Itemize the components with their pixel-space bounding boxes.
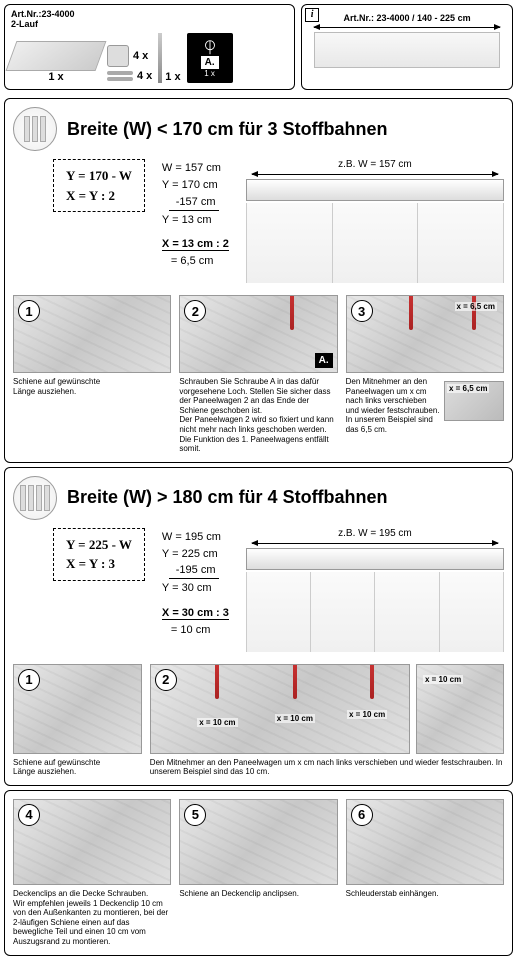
step-num-2b: 2 — [155, 669, 177, 691]
step-3: 3 x = 6,5 cm Den Mitnehmer an den Paneel… — [346, 295, 504, 454]
example-calc-2: W = 195 cm Y = 225 cm -195 cm Y = 30 cm … — [157, 528, 234, 640]
section1-title: Breite (W) < 170 cm für 3 Stoffbahnen — [67, 119, 388, 140]
step4-img: 4 — [13, 799, 171, 885]
info-icon: i — [305, 8, 319, 22]
step-1: 1 Schiene auf gewünschte Länge ausziehen… — [13, 295, 171, 454]
annot-10-d: x = 10 cm — [423, 675, 463, 684]
spec-box: i Art.Nr.: 23-4000 / 140 - 225 cm — [301, 4, 513, 90]
ex-minus: -157 cm — [169, 195, 219, 211]
panels-4-icon — [13, 476, 57, 520]
qty-screw: 4 x — [137, 70, 152, 82]
formula2-x: X = Y : 3 — [66, 554, 132, 574]
step2b-img: 2 x = 10 cm x = 10 cm x = 10 cm — [150, 664, 410, 754]
step2-img: 2 A. — [179, 295, 337, 373]
qty-rod: 1 x — [165, 71, 180, 83]
annot-10-a: x = 10 cm — [197, 718, 237, 727]
step-num-4: 4 — [18, 804, 40, 826]
eg-label-1: z.B. W = 157 cm — [246, 159, 504, 170]
step-6: 6 Schleuderstab einhängen. — [346, 799, 504, 947]
ex2-xres: = 10 cm — [159, 623, 232, 638]
ex2-minus: -195 cm — [169, 563, 219, 579]
step-num-1b: 1 — [18, 669, 40, 691]
ex-w: W = 157 cm — [159, 161, 232, 176]
step-5: 5 Schiene an Deckenclip anclipsen. — [179, 799, 337, 947]
step4-text: Deckenclips an die Decke Schrauben. Wir … — [13, 889, 171, 947]
ex-yres: Y = 13 cm — [159, 213, 232, 228]
art-nr: Art.Nr.:23-4000 — [11, 9, 75, 19]
step-num-6: 6 — [351, 804, 373, 826]
formula-x: X = Y : 2 — [66, 186, 132, 206]
step-2b: 2 x = 10 cm x = 10 cm x = 10 cm x = 10 c… — [150, 664, 504, 777]
width-arrow — [314, 27, 500, 28]
step2b-detail: x = 10 cm — [416, 664, 504, 754]
section-mounting: 4 Deckenclips an die Decke Schrauben. Wi… — [4, 790, 513, 956]
spec-art-line: Art.Nr.: 23-4000 / 140 - 225 cm — [308, 13, 506, 23]
curtain-preview-1 — [246, 203, 504, 283]
step3-detail: x = 6,5 cm — [444, 377, 504, 435]
step2-text: Schrauben Sie Schraube A in das dafür vo… — [179, 377, 337, 454]
step-1b: 1 Schiene auf gewünschte Länge ausziehen… — [13, 664, 142, 777]
step6-text: Schleuderstab einhängen. — [346, 889, 504, 899]
annot-10-b: x = 10 cm — [275, 714, 315, 723]
ex2-y: Y = 225 cm — [159, 547, 232, 562]
eg-arrow-2 — [252, 543, 498, 544]
screw-icon — [107, 69, 133, 83]
curtain-preview-2 — [246, 572, 504, 652]
section-4-panels: Breite (W) > 180 cm für 4 Stoffbahnen Y … — [4, 467, 513, 786]
annot-10-c: x = 10 cm — [347, 710, 387, 719]
step1-img: 1 — [13, 295, 171, 373]
panels-3-icon — [13, 107, 57, 151]
step5-text: Schiene an Deckenclip anclipsen. — [179, 889, 337, 899]
step-4: 4 Deckenclips an die Decke Schrauben. Wi… — [13, 799, 171, 947]
step-2: 2 A. Schrauben Sie Schraube A in das daf… — [179, 295, 337, 454]
ex-x: X = 13 cm : 2 — [162, 238, 229, 251]
lauf: 2-Lauf — [11, 19, 75, 29]
ex2-x: X = 30 cm : 3 — [162, 607, 229, 620]
step2b-text: Den Mitnehmer an den Paneelwagen um x cm… — [150, 758, 504, 777]
qty-black: 1 x — [204, 69, 215, 78]
step3-img: 3 x = 6,5 cm — [346, 295, 504, 373]
qty-clip: 4 x — [133, 50, 148, 62]
track-preview-1 — [246, 179, 504, 201]
example-calc-1: W = 157 cm Y = 170 cm -157 cm Y = 13 cm … — [157, 159, 234, 271]
rod-icon — [158, 33, 162, 83]
step-num-1: 1 — [18, 300, 40, 322]
track-preview-2 — [246, 548, 504, 570]
step1-text: Schiene auf gewünschte Länge ausziehen. — [13, 377, 171, 396]
step6-img: 6 — [346, 799, 504, 885]
parts-box: Art.Nr.:23-4000 2-Lauf 1 x 4 x 4 x — [4, 4, 295, 90]
ex2-yres: Y = 30 cm — [159, 581, 232, 596]
art-nr-label: Art.Nr.:23-4000 2-Lauf — [11, 9, 75, 29]
step5-img: 5 — [179, 799, 337, 885]
annot-65-a: x = 6,5 cm — [455, 302, 497, 311]
eg-label-2: z.B. W = 195 cm — [246, 528, 504, 539]
a-badge: A. — [201, 56, 219, 69]
panel-preview — [314, 32, 500, 68]
clip-icon — [107, 45, 129, 67]
ex2-w: W = 195 cm — [159, 530, 232, 545]
eg-arrow-1 — [252, 174, 498, 175]
step-num-3: 3 — [351, 300, 373, 322]
formula-y: Y = 170 - W — [66, 166, 132, 186]
a-mark: A. — [315, 353, 333, 368]
annot-65-b: x = 6,5 cm — [447, 384, 489, 393]
rail-icon — [6, 41, 107, 71]
section2-title: Breite (W) > 180 cm für 4 Stoffbahnen — [67, 487, 388, 508]
ex-xres: = 6,5 cm — [159, 254, 232, 269]
qty-rail: 1 x — [48, 71, 63, 83]
step3-text: Den Mitnehmer an den Paneelwagen um x cm… — [346, 377, 440, 435]
formula2-y: Y = 225 - W — [66, 535, 132, 555]
section-3-panels: Breite (W) < 170 cm für 3 Stoffbahnen Y … — [4, 98, 513, 463]
formula-box-1: Y = 170 - W X = Y : 2 — [53, 159, 145, 212]
screw-kit-icon: A. 1 x — [187, 33, 233, 83]
ex-y: Y = 170 cm — [159, 178, 232, 193]
step1b-img: 1 — [13, 664, 142, 754]
step1b-text: Schiene auf gewünschte Länge ausziehen. — [13, 758, 142, 777]
formula-box-2: Y = 225 - W X = Y : 3 — [53, 528, 145, 581]
